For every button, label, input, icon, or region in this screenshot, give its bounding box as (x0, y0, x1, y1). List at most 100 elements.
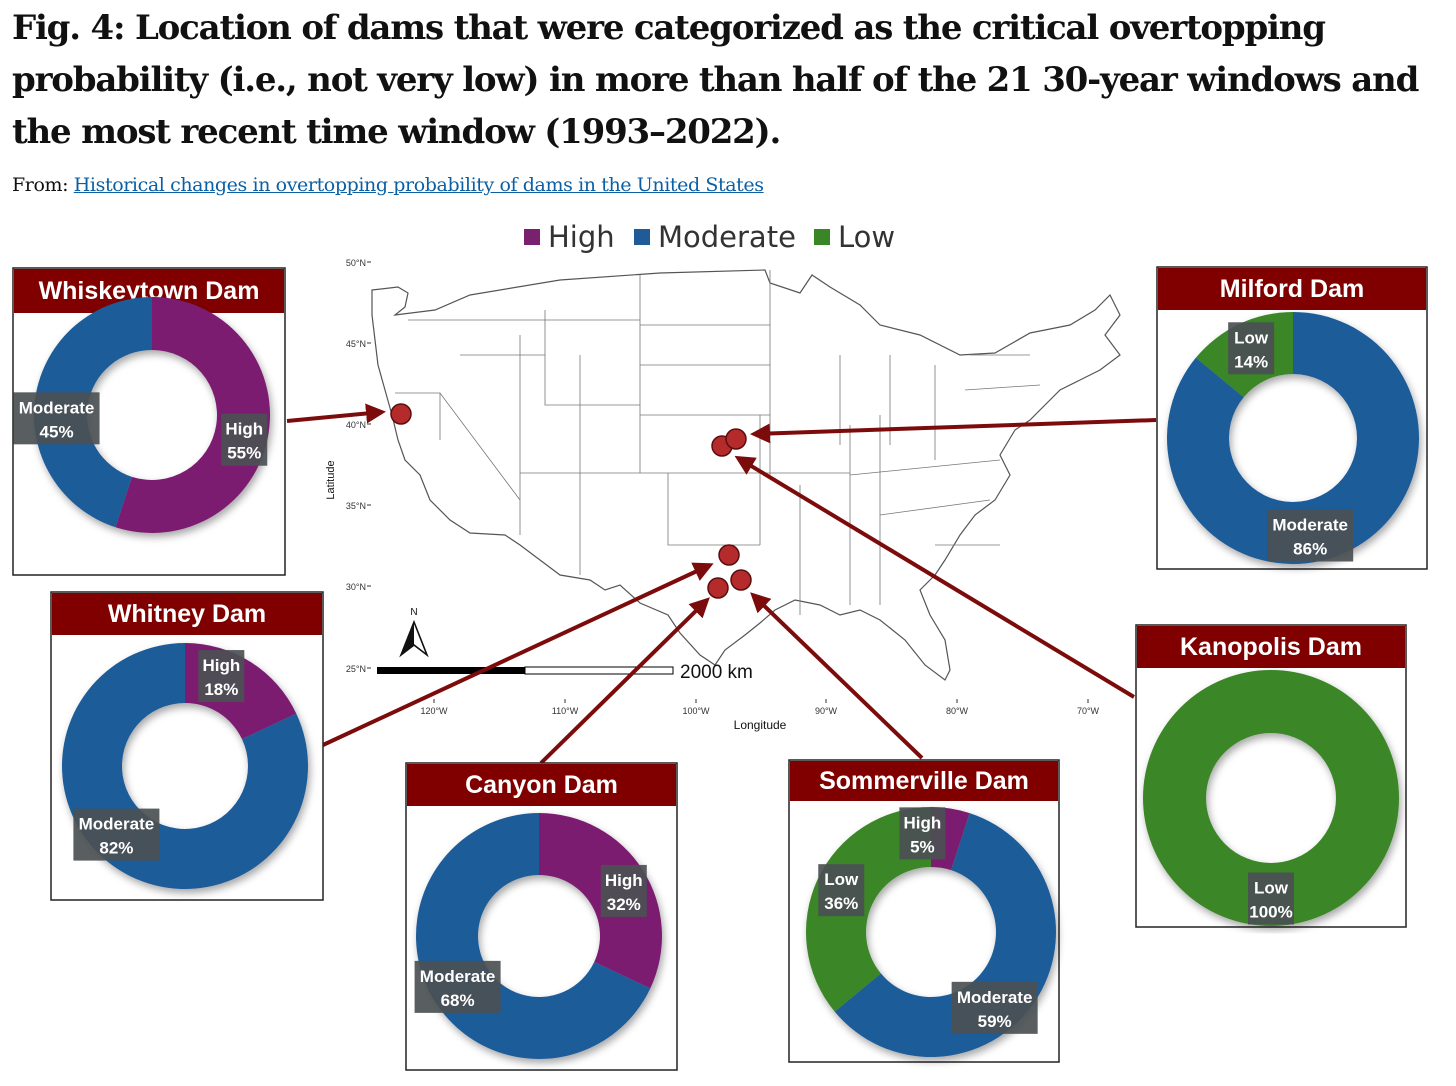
legend-swatch (814, 229, 830, 245)
slice-label-high: High 55% (221, 413, 268, 466)
north-label: N (410, 607, 417, 618)
slice-label-name: Low (1234, 328, 1269, 347)
slice-label-name: Moderate (1272, 515, 1348, 534)
y-tick-label: 35°N (346, 501, 366, 511)
panel-title: Kanopolis Dam (1180, 633, 1362, 661)
panel-title: Whitney Dam (108, 600, 266, 628)
legend-label: Low (838, 220, 895, 254)
y-tick-label: 50°N (346, 258, 366, 268)
slice-label-value: 86% (1293, 539, 1327, 558)
x-tick-label: 70°W (1077, 706, 1100, 716)
figure-source: From: Historical changes in overtopping … (12, 174, 764, 196)
slice-label-name: Moderate (79, 815, 155, 834)
legend-label: High (548, 220, 615, 254)
slice-label-high: High 18% (198, 650, 245, 703)
slice-label-value: 5% (910, 837, 935, 856)
callout-arrow (750, 418, 1157, 444)
donut-panel-milford-dam: Milford Dam Moderate 86% Low 14% (1156, 266, 1428, 570)
donut-panel-canyon-dam: Canyon Dam High 32% Moderate 68% (405, 762, 678, 1071)
dam-marker[interactable] (730, 569, 752, 591)
panel-header (407, 764, 676, 806)
callout-arrow (286, 403, 386, 424)
panel-title: Milford Dam (1220, 275, 1364, 303)
slice-label-name: High (225, 420, 263, 439)
us-map: 50°N 45°N 40°N 35°N 30°N 25°N 120°W 110°W 100°W… (325, 258, 1121, 732)
slice-label-value: 55% (227, 444, 261, 463)
slice-label-low: Low 36% (818, 864, 865, 917)
slice-label-value: 36% (824, 894, 858, 913)
panel-title: Canyon Dam (465, 771, 618, 799)
legend: High Moderate Low (524, 220, 895, 254)
panel-header (1137, 626, 1405, 668)
dam-marker[interactable] (707, 577, 729, 599)
slice-label-box (600, 864, 647, 917)
x-tick-label: 110°W (552, 706, 579, 716)
slice-label-name: Low (824, 870, 859, 889)
slice-label-value: 32% (607, 895, 641, 914)
source-link[interactable]: Historical changes in overtopping probab… (73, 174, 764, 196)
slice-label-box (221, 413, 268, 466)
slice-label-moderate: Moderate 59% (951, 981, 1038, 1034)
slice-label-moderate: Moderate 82% (73, 808, 160, 861)
donut (34, 297, 271, 533)
y-tick-label: 45°N (346, 339, 366, 349)
slice-label-value: 45% (40, 422, 74, 441)
slice-label-box (414, 960, 501, 1013)
slice-label-moderate: Moderate 86% (1267, 509, 1354, 562)
slice-label-low: Low 14% (1228, 322, 1275, 375)
slice-label-name: Moderate (19, 398, 95, 417)
slice-label-value: 68% (441, 991, 475, 1010)
dam-marker[interactable] (718, 544, 740, 566)
legend-item-high: High (524, 220, 615, 254)
x-tick-label: 90°W (815, 706, 838, 716)
slice-label-box (73, 808, 160, 861)
donut-slice-high (115, 297, 271, 533)
legend-swatch (524, 229, 540, 245)
slice-label-box (818, 864, 865, 917)
panel-header (52, 593, 322, 635)
callout-arrow (734, 455, 1136, 699)
figure-svg: High Moderate Low (12, 220, 1428, 1071)
slice-label-value: 82% (99, 839, 133, 858)
dam-marker[interactable] (725, 428, 747, 450)
slice-label-name: High (605, 871, 643, 890)
slice-label-box (13, 392, 100, 445)
legend-item-moderate: Moderate (634, 220, 796, 254)
dam-marker[interactable] (390, 403, 412, 425)
slice-label-high: High 5% (899, 807, 946, 860)
donut-slice-moderate (1167, 312, 1420, 564)
slice-label-value: 59% (978, 1012, 1012, 1031)
slice-label-box (1248, 872, 1294, 925)
slice-label-moderate: Moderate 68% (414, 960, 501, 1013)
slice-label-name: High (903, 813, 941, 832)
x-tick-label: 80°W (946, 706, 969, 716)
scale-bar: 2000 km (377, 662, 753, 683)
x-tick-label: 100°W (682, 706, 710, 716)
map-y-axis-label: Latitude (325, 460, 337, 499)
legend-item-low: Low (814, 220, 895, 254)
slice-label-name: High (202, 656, 240, 675)
slice-label-low: Low 100% (1248, 872, 1294, 925)
figure-panel: High Moderate Low (0, 215, 1456, 1086)
callout-arrow (750, 592, 924, 760)
slice-label-box (1228, 322, 1275, 375)
slice-label-high: High 32% (600, 864, 647, 917)
donut-slice-high (539, 813, 662, 989)
y-tick-label: 30°N (346, 582, 366, 592)
x-tick-label: 120°W (420, 706, 448, 716)
donut-slice-moderate (34, 297, 152, 528)
slice-label-box (198, 650, 245, 703)
slice-label-box (951, 981, 1038, 1034)
y-tick-label: 25°N (346, 664, 366, 674)
panel-header (1158, 268, 1426, 310)
callout-arrow (322, 562, 714, 747)
panel-title: Sommerville Dam (819, 767, 1029, 795)
figure-title: Fig. 4: Location of dams that were categ… (12, 8, 1419, 152)
slice-label-name: Moderate (420, 967, 496, 986)
slice-label-box (899, 807, 946, 860)
us-outline (371, 269, 1121, 681)
callout-arrows (286, 403, 1157, 765)
scale-bar-label: 2000 km (680, 662, 753, 683)
source-label: From: (12, 174, 69, 196)
